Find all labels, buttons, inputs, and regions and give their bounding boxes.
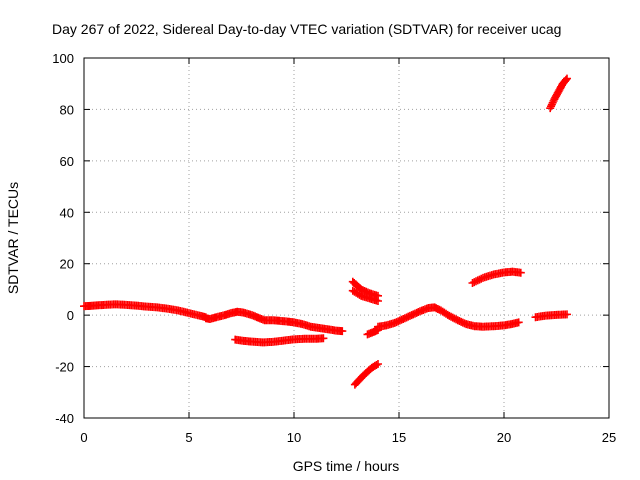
data-point bbox=[319, 334, 328, 343]
x-tick-label: 0 bbox=[80, 430, 87, 445]
data-point-dense bbox=[561, 75, 570, 84]
x-axis: 0 5 10 15 20 25 bbox=[80, 58, 616, 445]
y-tick-label: 100 bbox=[52, 51, 74, 66]
y-axis: -40 -20 0 20 40 60 80 100 bbox=[52, 51, 609, 426]
y-tick-label: -20 bbox=[55, 360, 74, 375]
data-point bbox=[374, 360, 382, 368]
y-tick-label: 80 bbox=[60, 102, 74, 117]
data-points bbox=[80, 74, 571, 389]
x-tick-label: 10 bbox=[287, 430, 301, 445]
data-point bbox=[563, 310, 571, 319]
data-point-dense bbox=[472, 277, 480, 286]
data-point bbox=[563, 74, 571, 83]
data-point-dense bbox=[477, 274, 486, 283]
data-point-dense bbox=[475, 275, 484, 284]
data-point bbox=[546, 104, 555, 113]
data-point-dense bbox=[548, 98, 557, 107]
y-tick-label: 0 bbox=[67, 308, 74, 323]
data-point bbox=[374, 297, 382, 305]
x-axis-label: GPS time / hours bbox=[293, 458, 400, 474]
data-point bbox=[468, 279, 477, 287]
chart-title: Day 267 of 2022, Sidereal Day-to-day VTE… bbox=[52, 21, 561, 37]
data-point-dense bbox=[547, 100, 556, 109]
grid bbox=[84, 58, 609, 418]
data-point-dense bbox=[372, 360, 381, 369]
y-axis-label: SDTVAR / TECUs bbox=[5, 182, 21, 294]
x-tick-label: 5 bbox=[185, 430, 192, 445]
data-point bbox=[514, 318, 523, 327]
y-tick-label: -40 bbox=[55, 411, 74, 426]
data-point bbox=[338, 327, 347, 336]
plot-border bbox=[83, 57, 610, 419]
x-tick-label: 15 bbox=[392, 430, 406, 445]
y-tick-label: 60 bbox=[60, 154, 74, 169]
data-point-dense bbox=[547, 102, 556, 111]
data-point-dense bbox=[473, 276, 482, 285]
x-tick-label: 25 bbox=[602, 430, 616, 445]
data-point bbox=[516, 268, 525, 277]
x-tick-label: 20 bbox=[497, 430, 511, 445]
y-tick-label: 40 bbox=[60, 205, 74, 220]
data-point-dense bbox=[470, 278, 479, 287]
y-tick-label: 20 bbox=[60, 257, 74, 272]
